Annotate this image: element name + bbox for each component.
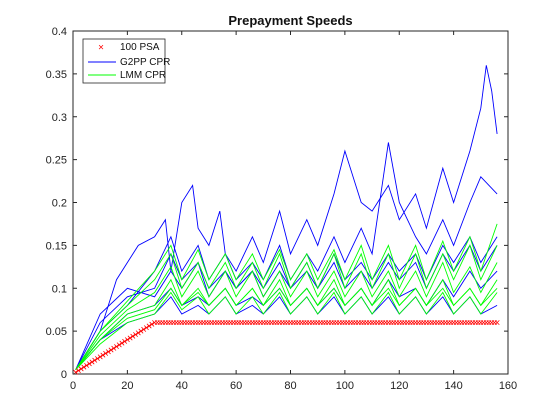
psa-marker (494, 320, 500, 326)
psa-marker (133, 332, 139, 338)
x-tick-label: 20 (121, 380, 133, 392)
psa-marker (89, 359, 95, 365)
tick-layer: 0 20 40 60 80 100 120 140 160 0 0.05 0.1 0.15 0.2 0.25… (46, 26, 518, 392)
lmm-path-2 (75, 261, 498, 370)
legend-item-psa: × 100 PSA (98, 42, 160, 54)
x-tick-label: 60 (230, 380, 242, 392)
psa-marker (130, 333, 136, 339)
psa-marker (84, 362, 90, 368)
x-tick-label: 140 (444, 380, 462, 392)
psa-marker (127, 335, 133, 341)
y-tick-label: 0.2 (52, 198, 67, 210)
psa-marker (108, 347, 114, 353)
psa-marker (141, 326, 147, 332)
psa-marker (124, 337, 130, 343)
legend: × 100 PSA G2PP CPR LMM CPR (82, 38, 170, 84)
psa-marker (103, 350, 109, 356)
legend-item-g2pp: G2PP CPR (88, 57, 170, 68)
psa-marker (149, 321, 155, 327)
x-tick-label: 40 (176, 380, 188, 392)
lmm-path-5 (75, 287, 498, 370)
x-tick-label: 80 (284, 380, 296, 392)
x-tick-label: 100 (336, 380, 354, 392)
psa-marker (94, 356, 100, 362)
chart-title: Prepayment Speeds (228, 13, 352, 28)
legend-label-g2pp: G2PP CPR (120, 57, 170, 68)
y-tick-label: 0.25 (46, 155, 67, 167)
legend-item-lmm: LMM CPR (88, 70, 166, 81)
psa-marker (86, 361, 92, 367)
psa-marker (81, 364, 87, 370)
lmm-path-3 (75, 291, 498, 371)
psa-marker (78, 366, 84, 372)
series-lmm (75, 223, 498, 371)
psa-marker (138, 328, 144, 334)
psa-marker (111, 345, 117, 351)
legend-box (82, 38, 166, 84)
y-tick-label: 0.15 (46, 240, 67, 252)
psa-marker (114, 344, 119, 350)
y-tick-label: 0.05 (46, 326, 67, 338)
x-tick-label: 160 (499, 380, 517, 392)
psa-marker (75, 368, 81, 374)
psa-marker (105, 349, 111, 355)
psa-marker (100, 352, 106, 358)
y-tick-label: 0.4 (52, 26, 67, 38)
psa-marker (119, 340, 125, 346)
legend-marker-x: × (98, 43, 104, 54)
y-tick-label: 0 (61, 369, 67, 381)
plot-area: 0 20 40 60 80 100 120 140 160 0 0.05 0.1 0.15 0.2 0.25… (46, 26, 518, 392)
y-tick-label: 0.1 (52, 283, 67, 295)
psa-marker (122, 338, 128, 344)
y-tick-label: 0.3 (52, 112, 67, 124)
series-layer (73, 65, 500, 375)
legend-label-psa: 100 PSA (120, 42, 160, 53)
series-psa (73, 320, 500, 375)
x-tick-label: 0 (70, 380, 76, 392)
y-tick-label: 0.35 (46, 69, 67, 81)
g2pp-path-1 (75, 65, 498, 370)
psa-marker (135, 330, 141, 336)
legend-label-lmm: LMM CPR (120, 70, 166, 81)
psa-marker (143, 325, 149, 331)
psa-marker (116, 342, 122, 348)
lmm-path-0 (75, 244, 498, 370)
psa-marker (97, 354, 103, 360)
psa-marker (92, 357, 98, 363)
x-tick-label: 120 (390, 380, 408, 392)
lmm-path-4 (75, 223, 498, 370)
psa-marker (146, 323, 152, 329)
